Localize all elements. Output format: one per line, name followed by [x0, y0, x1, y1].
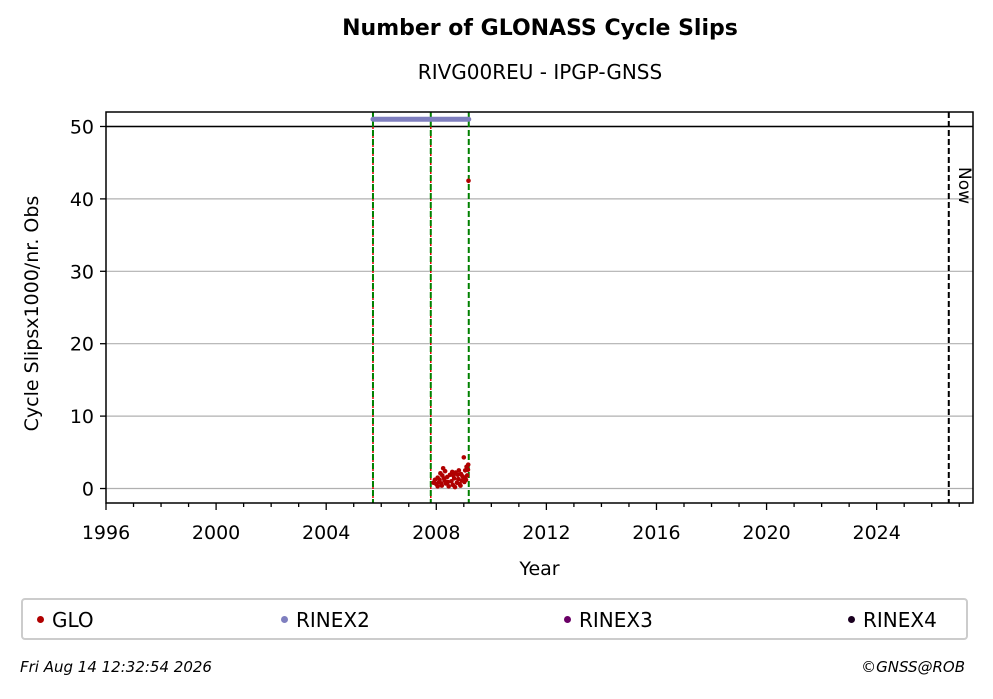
axes: 0 10 20 30 40 50 1996 2000 2004 2008 2012 2016 2020 2… [21, 111, 974, 580]
legend-label-rinex4: RINEX4 [863, 608, 937, 632]
legend: GLO RINEX2 RINEX3 RINEX4 [21, 598, 968, 640]
x-tick-label: 2012 [522, 522, 570, 544]
y-axis-label: Cycle Slipsx1000/nr. Obs [21, 196, 43, 432]
y-tick-label: 20 [70, 334, 94, 356]
y-tick-label: 0 [82, 479, 94, 501]
plot-frame [105, 111, 974, 504]
glo-point [451, 473, 456, 478]
chart-subtitle: RIVG00REU - IPGP-GNSS [417, 60, 663, 84]
y-tick-label: 50 [70, 116, 94, 138]
chart-title: Number of GLONASS Cycle Slips [342, 16, 738, 41]
glo-point [462, 475, 467, 480]
legend-marker-rinex4 [848, 616, 855, 623]
glo-point [458, 483, 463, 488]
legend-item-rinex2: RINEX2 [281, 608, 370, 632]
glo-point [446, 484, 451, 489]
glo-point [465, 467, 471, 472]
footer-copyright: ©GNSS@ROB [861, 658, 965, 676]
legend-item-rinex3: RINEX3 [564, 608, 653, 632]
legend-marker-rinex2 [281, 616, 288, 623]
x-tick-label: 2024 [852, 522, 900, 544]
legend-item-rinex4: RINEX4 [848, 608, 937, 632]
x-tick-label: 2000 [192, 522, 240, 544]
y-tick-label: 40 [70, 189, 94, 211]
legend-label-glo: GLO [52, 608, 94, 632]
glo-point [442, 468, 448, 474]
glo-point [445, 479, 451, 485]
legend-item-glo: GLO [37, 608, 94, 632]
glo-point [449, 469, 455, 475]
glo-point [465, 462, 471, 467]
glo-point [452, 484, 458, 490]
glo-point [456, 468, 462, 473]
legend-marker-glo [37, 616, 44, 623]
glo-point [459, 478, 464, 483]
event-lines: Now [371, 112, 974, 503]
glo-point [466, 178, 471, 184]
data-points [370, 116, 472, 490]
footer-timestamp: Fri Aug 14 12:32:54 2026 [20, 658, 212, 676]
glo-point [438, 481, 444, 486]
legend-marker-rinex3 [564, 616, 571, 623]
y-tick-label: 10 [70, 406, 94, 428]
glo-point [435, 484, 440, 489]
now-label: Now [954, 167, 974, 204]
x-tick-label: 2020 [742, 522, 790, 544]
y-tick-label: 30 [70, 261, 94, 283]
x-tick-label: 2004 [302, 522, 350, 544]
glo-point [437, 477, 442, 483]
legend-label-rinex3: RINEX3 [579, 608, 653, 632]
glo-point [441, 476, 447, 481]
glo-point [455, 472, 461, 478]
legend-label-rinex2: RINEX2 [296, 608, 370, 632]
x-tick-label: 2008 [412, 522, 460, 544]
glo-point [461, 455, 467, 460]
x-tick-label: 1996 [82, 522, 130, 544]
grid-lines [106, 125, 973, 490]
x-tick-label: 2016 [632, 522, 680, 544]
x-axis-label: Year [518, 558, 559, 580]
glo-point [449, 478, 454, 484]
